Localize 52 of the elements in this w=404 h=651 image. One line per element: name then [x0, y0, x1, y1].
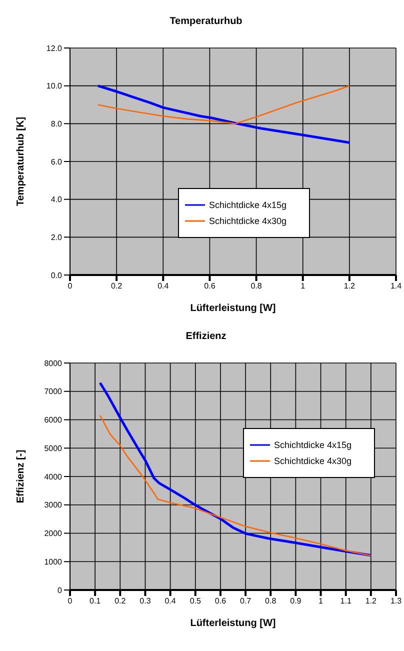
y-tick-label: 4.0 — [50, 195, 63, 204]
x-tick-label: 0.5 — [190, 596, 202, 606]
x-tick-label: 1 — [300, 282, 306, 291]
y-tick-label: 12.0 — [46, 44, 63, 53]
y-axis-title: Temperaturhub [K] — [16, 116, 27, 206]
y-tick-label: 5000 — [44, 444, 63, 453]
x-axis-title: Lüfterleistung [W] — [190, 303, 276, 314]
y-tick-label: 2000 — [44, 529, 63, 538]
line-series — [96, 84, 351, 144]
x-tick-label: 1.2 — [365, 596, 378, 606]
x-tick-label: 0 — [68, 596, 73, 606]
x-tick-label: 0.4 — [158, 282, 170, 291]
y-tick-label: 6000 — [44, 416, 63, 425]
x-tick-label: 0.6 — [214, 596, 227, 606]
y-tick-label: 6.0 — [50, 157, 63, 166]
line-series — [98, 382, 372, 557]
x-tick-label: 1 — [318, 596, 324, 606]
y-tick-label: 1000 — [44, 557, 63, 566]
chart-title: Effizienz — [184, 331, 228, 342]
x-tick-label: 1.2 — [344, 282, 356, 291]
y-axis-title: Effizienz [-] — [16, 450, 27, 504]
x-tick-label: 1.3 — [390, 596, 402, 606]
line-series — [97, 85, 350, 124]
y-tick-label: 8000 — [44, 358, 63, 368]
legend-label: Schichtdicke 4x30g — [209, 216, 287, 226]
y-tick-label: 2.0 — [50, 233, 63, 242]
x-tick-label: 0.6 — [204, 282, 216, 291]
y-tick-label: 3000 — [44, 500, 63, 510]
x-tick-label: 1.4 — [390, 282, 402, 291]
y-tick-label: 8.0 — [50, 120, 63, 129]
x-tick-label: 0.7 — [240, 596, 252, 606]
x-tick-label: 0 — [68, 282, 73, 291]
y-tick-label: 7000 — [44, 387, 63, 396]
x-tick-label: 1.1 — [340, 596, 352, 606]
legend-label: Schichtdicke 4x15g — [274, 440, 352, 450]
chart-title: Temperaturhub — [168, 16, 244, 27]
x-tick-label: 0.8 — [265, 596, 277, 606]
legend-label: Schichtdicke 4x30g — [274, 456, 352, 466]
x-tick-label: 0.9 — [290, 596, 302, 606]
x-tick-label: 0.8 — [250, 282, 262, 291]
y-tick-label: 0.0 — [50, 270, 63, 280]
x-tick-label: 0.2 — [114, 596, 126, 606]
y-tick-label: 0 — [58, 586, 63, 595]
x-axis-title: Lüfterleistung [W] — [190, 618, 276, 629]
legend-label: Schichtdicke 4x15g — [209, 200, 287, 210]
line-series — [99, 414, 372, 556]
y-tick-label: 10.0 — [46, 82, 63, 91]
x-tick-label: 0.4 — [164, 596, 176, 606]
x-tick-label: 0.2 — [111, 282, 123, 291]
y-tick-label: 4000 — [44, 472, 63, 482]
x-tick-label: 0.1 — [90, 596, 102, 606]
x-tick-label: 0.3 — [140, 596, 152, 606]
